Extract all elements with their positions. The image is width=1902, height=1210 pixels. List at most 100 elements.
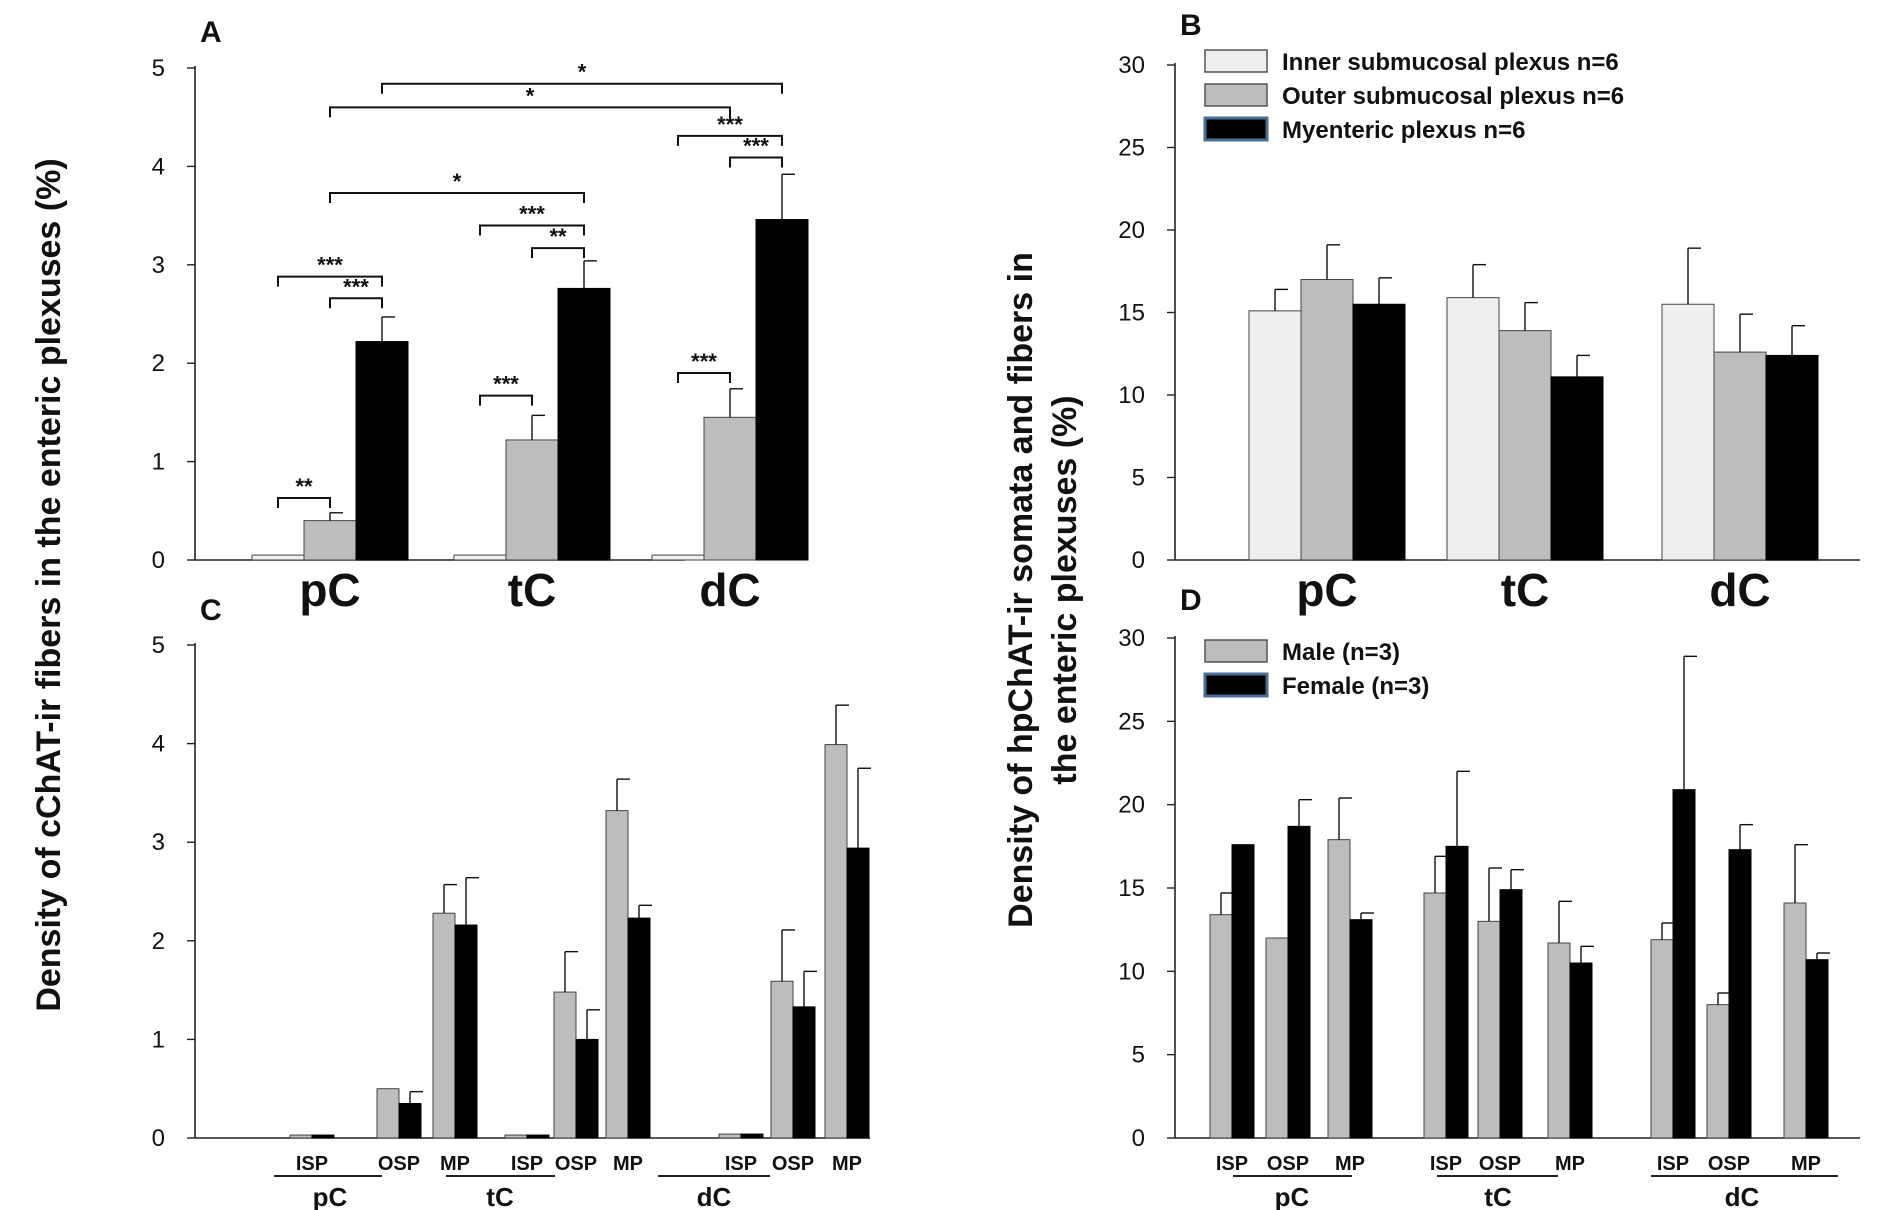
panel-label-b: B (1180, 9, 1202, 42)
y-tick-label: 5 (1132, 465, 1145, 492)
y-tick-label: 1 (152, 449, 165, 476)
bar-female-5 (627, 917, 651, 1139)
sub-category-label: MP (440, 1153, 470, 1175)
group-label-dc: dC (1725, 1182, 1760, 1210)
bar-male-2 (1327, 839, 1351, 1139)
bar-female-4 (575, 1038, 599, 1139)
significance-label: ** (295, 474, 313, 499)
significance-label: * (578, 60, 587, 85)
significance-bracket (531, 247, 585, 259)
legend-swatch (1204, 83, 1268, 107)
bar-male-8 (1783, 902, 1807, 1139)
right-y-axis-label-line2: the enteric plexuses (%) (1046, 395, 1084, 784)
bar-male-5 (605, 810, 629, 1139)
legend-label: Female (n=3) (1282, 673, 1429, 700)
bar-female-7 (792, 1006, 816, 1139)
y-tick-label: 0 (152, 1125, 165, 1152)
legend-label: Outer submucosal plexus n=6 (1282, 83, 1624, 110)
significance-label: *** (743, 134, 769, 159)
bar-female-5 (1569, 962, 1593, 1139)
bar-isp-0 (251, 554, 305, 561)
bar-osp-0 (303, 520, 357, 561)
bar-female-8 (846, 847, 870, 1139)
y-tick-label: 4 (152, 153, 165, 180)
significance-bracket (329, 191, 585, 203)
panel-d-chart: D 0 5 10 15 20 25 30 ISP OSP MP ISP OSP MP ISP OSP MP pC t… (1118, 584, 1860, 1210)
significance-bracket (729, 156, 783, 168)
bar-myenteric-0 (1352, 303, 1406, 561)
bar-female-2 (454, 924, 478, 1139)
bar-male-1 (376, 1088, 400, 1139)
y-tick-label: 25 (1118, 708, 1145, 735)
y-tick-label: 5 (1132, 1042, 1145, 1069)
bar-mp-0 (355, 341, 409, 561)
significance-bracket (381, 82, 783, 94)
legend-label: Inner submucosal plexus n=6 (1282, 49, 1619, 76)
bar-male-4 (1477, 920, 1501, 1139)
sub-category-label: OSP (772, 1153, 814, 1175)
group-label-pc: pC (1275, 1182, 1310, 1210)
sub-category-label: MP (1335, 1153, 1365, 1175)
y-tick-label: 0 (1132, 1125, 1145, 1152)
significance-label: *** (691, 349, 717, 374)
bar-male-6 (1650, 939, 1674, 1139)
group-label-tc: tC (1484, 1182, 1512, 1210)
bar-female-6 (740, 1133, 764, 1139)
significance-label: * (453, 169, 462, 194)
significance-label: *** (493, 372, 519, 397)
bar-female-3 (1445, 845, 1469, 1139)
bar-male-3 (1423, 892, 1447, 1139)
bar-male-4 (553, 991, 577, 1139)
bar-outer-2 (1713, 351, 1767, 561)
bar-female-1 (398, 1102, 422, 1139)
sub-category-label: ISP (1216, 1153, 1248, 1175)
bar-male-7 (770, 980, 794, 1139)
bar-osp-1 (505, 439, 559, 561)
significance-label: ** (549, 224, 567, 249)
significance-bracket (677, 372, 731, 384)
group-label-tc: tC (508, 564, 557, 616)
bar-male-3 (504, 1134, 528, 1139)
panel-label-d: D (1180, 584, 1202, 617)
y-tick-label: 5 (152, 55, 165, 82)
bar-myenteric-1 (1550, 376, 1604, 561)
bar-male-2 (432, 912, 456, 1139)
legend-swatch (1203, 116, 1269, 142)
significance-label: *** (343, 274, 369, 299)
y-tick-label: 4 (152, 731, 165, 758)
bar-male-7 (1706, 1004, 1730, 1139)
group-label-tc: tC (1501, 564, 1550, 616)
bar-female-0 (1231, 844, 1255, 1139)
panel-b-chart: B 0 5 10 15 20 25 30 pC tC dC Inner submucosal plex… (1118, 9, 1860, 616)
group-label-pc: pC (1296, 564, 1357, 616)
y-tick-label: 30 (1118, 52, 1145, 79)
group-label-tc: tC (486, 1182, 514, 1210)
significance-bracket (479, 224, 585, 236)
y-tick-label: 10 (1118, 958, 1145, 985)
legend-swatch (1204, 49, 1268, 73)
significance-bracket (677, 134, 783, 146)
group-label-dc: dC (1709, 564, 1770, 616)
y-tick-label: 2 (152, 350, 165, 377)
sub-category-label: MP (832, 1153, 862, 1175)
bar-outer-0 (1300, 279, 1354, 561)
left-y-axis-label: Density of cChAT-ir fibers in the enteri… (30, 158, 68, 1011)
sub-category-label: ISP (296, 1153, 328, 1175)
legend-swatch (1204, 639, 1268, 663)
panel-label-c: C (200, 594, 222, 627)
bar-male-6 (718, 1133, 742, 1139)
y-tick-label: 20 (1118, 792, 1145, 819)
bar-female-3 (526, 1134, 550, 1139)
y-tick-label: 25 (1118, 135, 1145, 162)
sub-category-label: MP (1555, 1153, 1585, 1175)
significance-label: *** (519, 201, 545, 226)
sub-category-label: MP (1791, 1153, 1821, 1175)
bar-osp-2 (703, 416, 757, 561)
significance-bracket (277, 497, 331, 509)
panel-c-chart: C 0 1 2 3 4 5 ISP OSP MP ISP OSP MP ISP OSP MP pC tC dC (152, 594, 871, 1210)
y-tick-label: 1 (152, 1026, 165, 1053)
significance-bracket (329, 106, 731, 118)
bar-female-6 (1672, 789, 1696, 1139)
sub-category-label: OSP (378, 1153, 420, 1175)
